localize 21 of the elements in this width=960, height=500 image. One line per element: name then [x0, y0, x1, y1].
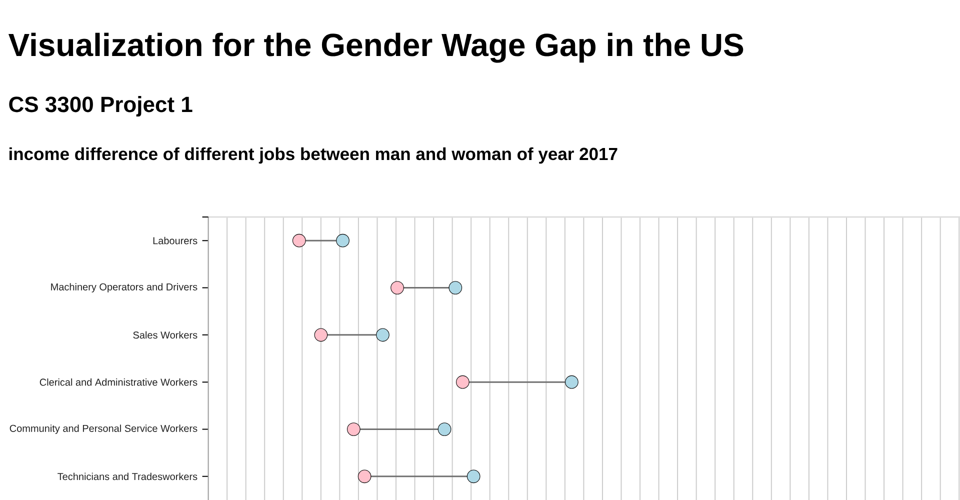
- chart-title: Visualization for the Gender Wage Gap in the US: [8, 32, 744, 63]
- point: [346, 422, 360, 436]
- point: [466, 470, 480, 484]
- text: income difference of different jobs between man and woman of year 2017: [9, 147, 618, 164]
- point: [565, 375, 578, 389]
- point: [448, 281, 462, 294]
- y-tick-label: Sales Workers: [133, 331, 198, 339]
- chart-subtitle: CS 3300 Project 1: [9, 96, 192, 117]
- point: [292, 234, 306, 248]
- y-tick-label: Labourers: [153, 236, 198, 244]
- point: [376, 328, 390, 342]
- y-tick-label: Community and Personal Service Workers: [10, 424, 198, 434]
- y-tick-label: Clerical and Administrative Workers: [40, 378, 198, 386]
- point: [456, 375, 470, 389]
- y-tick-label: Technicians and Tradesworkers: [58, 472, 198, 480]
- point: [314, 328, 328, 342]
- point: [438, 422, 452, 436]
- point: [358, 470, 372, 484]
- point: [390, 281, 404, 294]
- y-tick-label: Machinery Operators and Drivers: [51, 283, 198, 292]
- point: [336, 234, 350, 248]
